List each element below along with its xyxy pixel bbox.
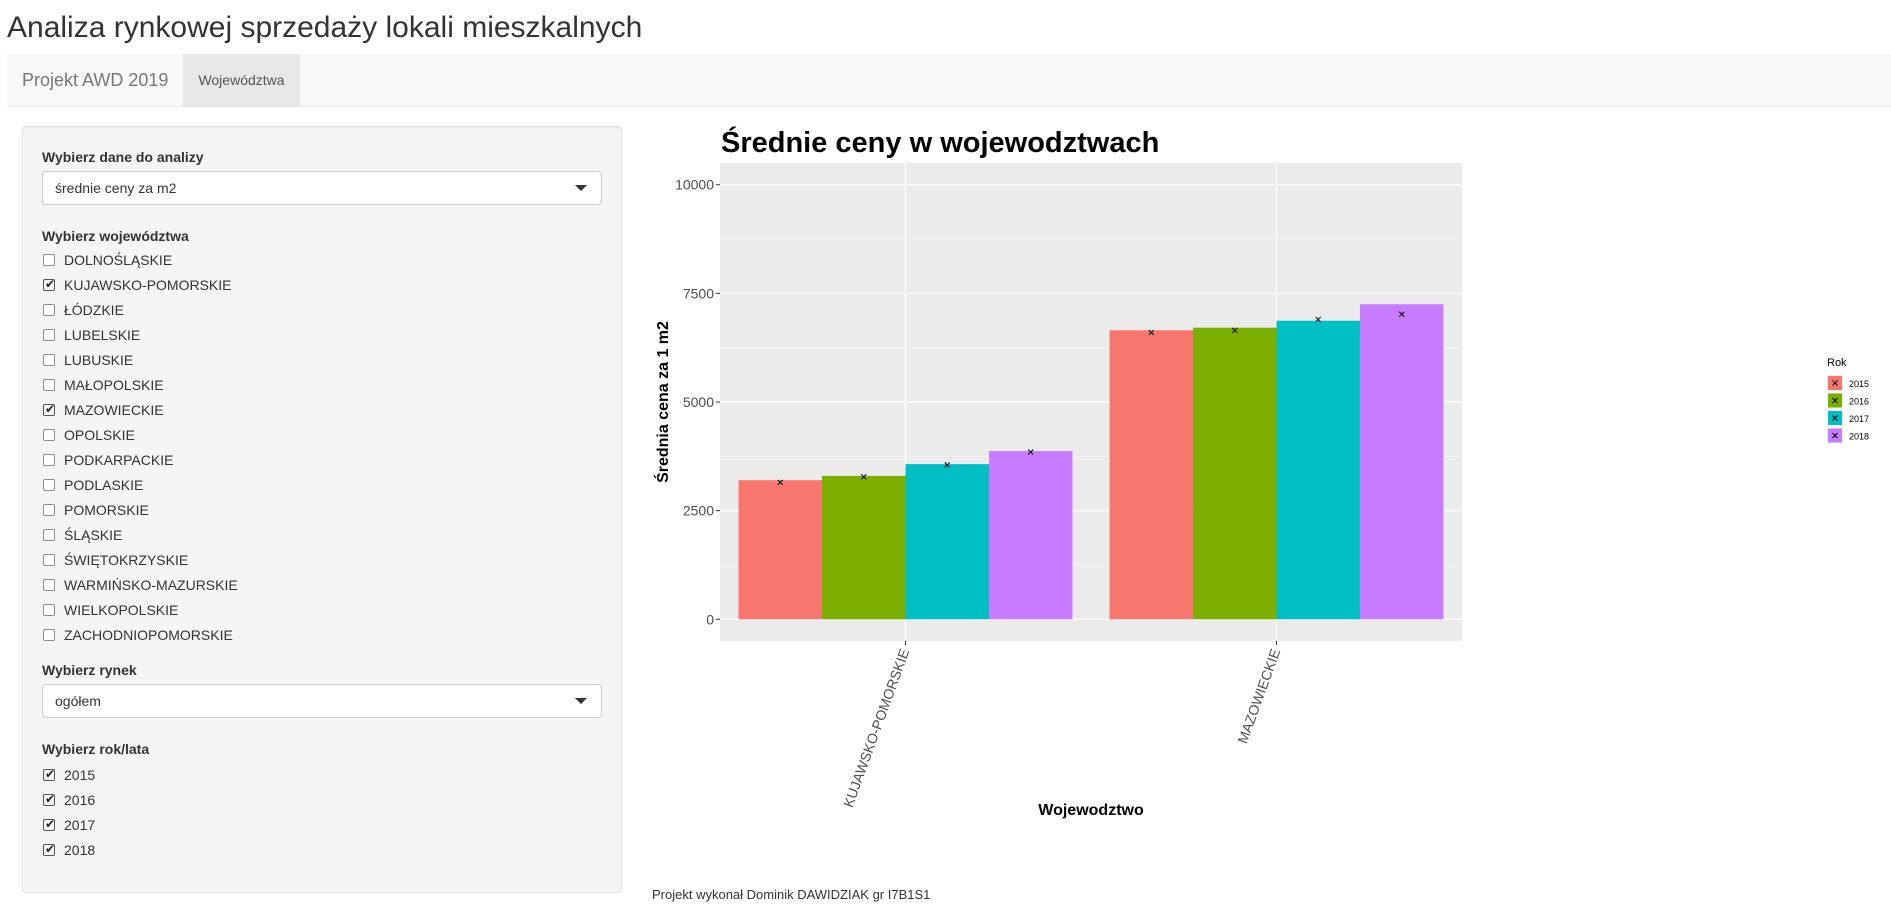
legend-label: 2016 (1849, 397, 1869, 407)
navbar-brand[interactable]: Projekt AWD 2019 (22, 70, 169, 90)
data-point-marker (860, 473, 867, 480)
y-tick-label: 10000 (675, 177, 714, 193)
year-checkbox-label: 2017 (64, 817, 96, 833)
data-point-marker (1148, 329, 1155, 336)
y-tick-label: 2500 (683, 503, 714, 519)
checkbox-checked[interactable]: ✔ (43, 792, 56, 806)
checkbox-unchecked[interactable] (43, 629, 55, 641)
checkmark-icon: ✔ (44, 817, 56, 831)
x-tick-label: KUJAWSKO-POMORSKIE (840, 647, 912, 810)
checkbox-unchecked[interactable] (43, 579, 55, 591)
bar-2016 (822, 475, 906, 620)
sidebar-panel: Wybierz dane do analizy średnie ceny za … (22, 126, 622, 893)
voivodeship-checkbox-label: ŚLĄSKIE (64, 527, 123, 543)
voivodeship-checkbox-label: DOLNOŚLĄSKIE (64, 252, 173, 268)
y-tick-label: 7500 (683, 285, 714, 301)
data-point-marker (777, 479, 784, 486)
chart-title: Średnie ceny w wojewodztwach (721, 125, 1159, 159)
year-checkbox-label: 2016 (64, 792, 96, 808)
app-title: Analiza rynkowej sprzedaży lokali mieszk… (7, 11, 643, 44)
data-select-value: średnie ceny za m2 (55, 180, 177, 196)
tab-wojewodztwa[interactable]: Województwa (183, 54, 300, 107)
voivodeship-checkbox-label: MAŁOPOLSKIE (64, 377, 164, 393)
voivodeship-checkbox-label: LUBELSKIE (64, 327, 141, 343)
market-select[interactable]: ogółem (42, 684, 602, 718)
checkbox-unchecked[interactable] (43, 529, 55, 541)
years-group-label: Wybierz rok/lata (42, 741, 150, 757)
checkmark-icon: ✔ (44, 792, 56, 806)
data-point-marker (1231, 327, 1238, 334)
data-point-marker (1315, 316, 1322, 323)
checkbox-checked[interactable]: ✔ (43, 817, 56, 831)
checkbox-unchecked[interactable] (43, 329, 55, 341)
voivodeship-checkbox-label: PODLASKIE (64, 477, 144, 493)
y-tick-label: 0 (706, 611, 714, 627)
chart-panel: Średnie ceny w wojewodztwach 0 2500 5000 750… (650, 120, 1891, 840)
data-select-label: Wybierz dane do analizy (42, 149, 204, 165)
voivodeship-checkbox-label: ZACHODNIOPOMORSKIE (64, 627, 233, 643)
bar-2018 (988, 451, 1073, 620)
bar-2015 (1109, 330, 1194, 620)
checkbox-unchecked[interactable] (43, 354, 55, 366)
checkbox-unchecked[interactable] (43, 454, 55, 466)
voivodeship-checkbox-label: OPOLSKIE (64, 427, 135, 443)
data-point-marker (1027, 449, 1034, 455)
voivodeship-checkbox-label: ŁÓDZKIE (64, 302, 124, 318)
checkmark-icon: ✔ (44, 402, 56, 416)
voivodeship-checkbox-label: PODKARPACKIE (64, 452, 174, 468)
checkbox-checked[interactable]: ✔ (43, 277, 56, 291)
bar-2017 (905, 464, 989, 620)
legend-marker-icon (1832, 380, 1838, 386)
year-checkbox-label: 2018 (64, 842, 96, 858)
legend-marker-icon (1832, 415, 1838, 421)
chevron-down-icon[interactable] (575, 698, 587, 704)
bar-2018 (1359, 304, 1444, 620)
voivodeship-checkbox-label: WIELKOPOLSKIE (64, 602, 179, 618)
x-tick-label: MAZOWIECKIE (1234, 647, 1283, 746)
voivodeship-checkbox-label: MAZOWIECKIE (64, 402, 164, 418)
legend-label: 2018 (1849, 432, 1869, 442)
checkbox-unchecked[interactable] (43, 479, 55, 491)
data-select[interactable]: średnie ceny za m2 (42, 171, 602, 205)
checkmark-icon: ✔ (44, 277, 56, 291)
voivodeship-checkbox-label: ŚWIĘTOKRZYSKIE (64, 552, 189, 568)
checkbox-checked[interactable]: ✔ (43, 402, 56, 416)
checkmark-icon: ✔ (44, 842, 56, 856)
data-point-marker (1398, 311, 1405, 318)
y-axis-title: Średnia cena za 1 m2 (653, 321, 672, 483)
checkbox-unchecked[interactable] (43, 604, 55, 616)
navbar: Projekt AWD 2019 Województwa (7, 54, 1891, 107)
checkbox-unchecked[interactable] (43, 304, 55, 316)
voivodeship-checkbox-label: LUBUSKIE (64, 352, 134, 368)
bar-2015 (738, 480, 823, 620)
checkbox-unchecked[interactable] (43, 429, 55, 441)
checkbox-unchecked[interactable] (43, 254, 55, 266)
legend-marker-icon (1832, 397, 1838, 404)
checkbox-unchecked[interactable] (43, 379, 55, 391)
legend-marker-icon (1832, 432, 1838, 439)
voivodeship-group-label: Wybierz województwa (42, 228, 189, 244)
year-checkbox-label: 2015 (64, 767, 96, 783)
voivodeship-checkbox-label: KUJAWSKO-POMORSKIE (64, 277, 232, 293)
data-point-marker (944, 462, 951, 468)
checkbox-unchecked[interactable] (43, 554, 55, 566)
voivodeship-checkbox-label: POMORSKIE (64, 502, 149, 518)
legend-label: 2015 (1849, 379, 1869, 389)
checkbox-unchecked[interactable] (43, 504, 55, 516)
market-select-label: Wybierz rynek (42, 662, 137, 678)
legend-label: 2017 (1849, 414, 1869, 424)
checkbox-checked[interactable]: ✔ (43, 767, 56, 781)
bar-chart: Średnie ceny w wojewodztwach 0 2500 5000 750… (653, 125, 1869, 819)
x-axis-title: Wojewodztwo (1038, 802, 1144, 819)
chevron-down-icon[interactable] (575, 185, 587, 191)
bar-2017 (1276, 320, 1360, 620)
checkmark-icon: ✔ (44, 767, 56, 781)
legend-title: Rok (1827, 357, 1847, 369)
footer-credit: Projekt wykonał Dominik DAWIDZIAK gr I7B… (652, 887, 931, 902)
voivodeship-checkbox-label: WARMIŃSKO-MAZURSKIE (64, 577, 238, 593)
y-tick-label: 5000 (683, 394, 714, 410)
bar-2016 (1193, 327, 1277, 620)
market-select-value: ogółem (55, 693, 101, 709)
checkbox-checked[interactable]: ✔ (43, 842, 56, 856)
